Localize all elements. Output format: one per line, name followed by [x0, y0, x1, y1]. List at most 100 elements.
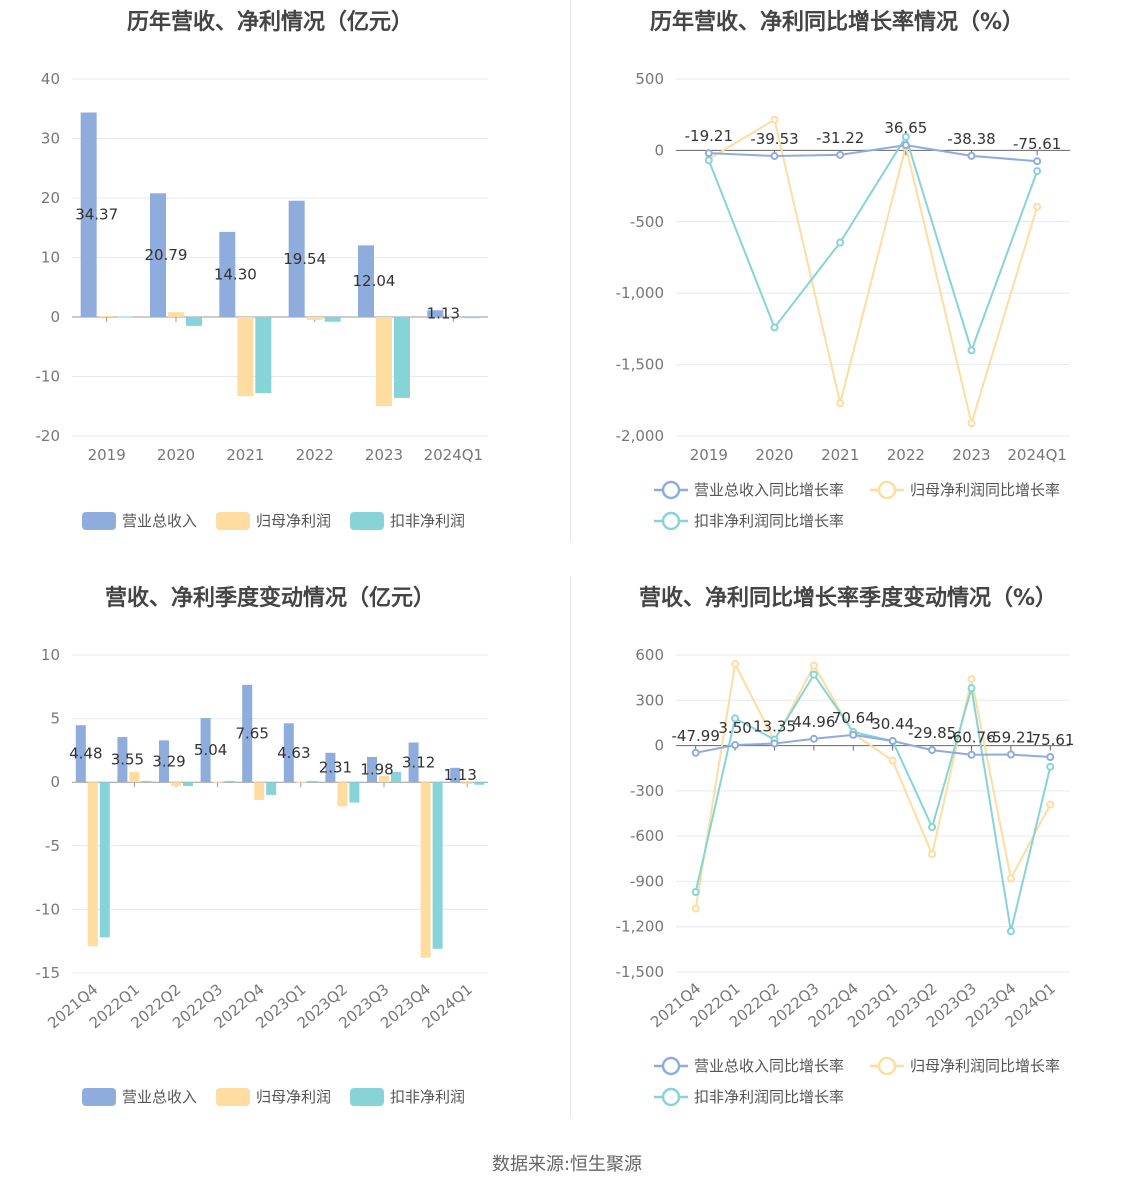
bar-deducted	[183, 782, 193, 787]
quarterly-revenue-profit-chart: 1050-5-10-152021Q44.482022Q13.552022Q23.…	[36, 646, 488, 1106]
x-tick-label: 2022	[887, 446, 925, 464]
bar-netprofit	[168, 312, 184, 317]
bar-deducted	[186, 317, 202, 326]
x-tick-label: 2023	[365, 446, 403, 464]
bar-revenue	[367, 757, 377, 783]
legend-swatch	[350, 1088, 384, 1106]
bar-netprofit	[376, 317, 392, 407]
legend-label: 扣非净利润同比增长率	[694, 512, 844, 530]
bar-data-label: 7.65	[235, 725, 268, 743]
y-tick-label: -500	[630, 213, 664, 231]
bar-netprofit	[212, 781, 223, 783]
series-point-deducted	[836, 238, 845, 247]
bar-data-label: 19.54	[283, 250, 326, 268]
bar-netprofit	[306, 317, 323, 320]
series-line-deducted	[707, 134, 1039, 354]
line-data-label: 44.96	[792, 713, 835, 731]
x-tick-label: 2022	[296, 446, 334, 464]
y-tick-label: 0	[654, 141, 664, 159]
annual-revenue-profit-chart: 40 30 20 10 0 -10 -20 2019 34.37 2020 20.79 2021 14.…	[36, 70, 488, 530]
panel-title: 营收、净利季度变动情况（亿元）	[104, 586, 435, 611]
series-point-deducted	[691, 887, 700, 896]
bar-data-label: 1.13	[427, 305, 460, 323]
bar-revenue	[159, 740, 169, 783]
bar-deducted	[463, 317, 480, 319]
series-line-netprofit	[694, 660, 1052, 909]
bar-revenue	[219, 231, 236, 317]
bar-data-label: 1.98	[360, 761, 393, 779]
legend-swatch	[350, 512, 384, 530]
bar-revenue	[288, 200, 305, 317]
line-data-label: 3.50	[718, 719, 751, 737]
bar-netprofit	[462, 782, 473, 785]
y-tick-label: 500	[635, 70, 664, 88]
legend-marker	[877, 480, 897, 500]
bar-data-label: 14.30	[214, 265, 257, 283]
annual-revenue-profit-panel: 历年营收、净利情况（亿元） 40 30 20 10 0 -10 -20 2019 34.37 20…	[0, 0, 570, 560]
line-data-label: -75.61	[1026, 731, 1074, 749]
bar-data-label: 1.13	[443, 766, 476, 784]
series-point-deducted	[1033, 167, 1042, 176]
x-tick-label: 2020	[755, 446, 793, 464]
bar-deducted	[116, 316, 133, 318]
x-tick-label: 2019	[88, 446, 126, 464]
x-tick-label: 2019	[690, 446, 728, 464]
series-line-netprofit	[708, 118, 1039, 427]
bar-revenue	[427, 310, 444, 317]
legend-label: 归母净利润	[256, 512, 331, 530]
series-point-revenue	[809, 734, 818, 743]
bar-revenue	[150, 193, 166, 317]
y-tick-label: -900	[630, 872, 664, 890]
y-tick-label: -1,500	[616, 356, 664, 374]
line-data-label: -75.61	[1013, 135, 1061, 153]
series-point-revenue	[1006, 750, 1015, 759]
series-point-deducted	[928, 823, 937, 832]
series-point-revenue	[888, 736, 897, 745]
bar-deducted	[432, 782, 443, 949]
x-tick-label: 2024Q1	[1007, 446, 1067, 464]
line-data-label: 36.65	[884, 119, 927, 137]
line-data-label: -29.85	[908, 724, 956, 742]
line-data-label: -59.21	[987, 729, 1035, 747]
legend-swatch	[216, 512, 250, 530]
series-point-revenue	[770, 739, 779, 748]
series-point-revenue	[928, 746, 937, 755]
y-tick-label: 30	[41, 130, 60, 148]
bar-data-label: 12.04	[353, 272, 396, 290]
y-tick-label: -10	[36, 900, 61, 918]
legend-marker	[661, 1056, 681, 1076]
y-tick-label: 300	[635, 691, 664, 709]
y-tick-label: 0	[50, 308, 60, 326]
line-data-label: -19.21	[685, 127, 733, 145]
legend-label: 扣非净利润	[390, 1088, 465, 1106]
series-point-revenue	[691, 748, 700, 757]
line-data-label: -47.99	[672, 727, 720, 745]
annual-growth-rate-panel: 历年营收、净利同比增长率情况（%） 500 0 -500 -1,000 -1,500 -2…	[570, 0, 1134, 560]
series-point-revenue	[967, 750, 976, 759]
bar-revenue	[117, 737, 128, 783]
series-point-deducted	[770, 323, 779, 332]
bar-netprofit	[129, 772, 140, 783]
bar-netprofit	[237, 317, 254, 397]
legend-swatch	[82, 1088, 116, 1106]
legend-marker	[877, 1056, 897, 1076]
legend-label: 扣非净利润	[390, 512, 465, 530]
legend-swatch	[216, 1088, 250, 1106]
series-point-netprofit	[770, 115, 779, 124]
series-point-deducted	[731, 714, 740, 723]
series-point-revenue	[1046, 752, 1055, 761]
bar-data-label: 4.63	[277, 744, 310, 762]
bar-netprofit	[87, 782, 98, 947]
series-point-revenue	[731, 741, 740, 750]
y-tick-label: 600	[635, 646, 664, 664]
x-tick-label: 2024Q1	[424, 446, 484, 464]
y-tick-label: -10	[36, 368, 61, 386]
bar-netprofit	[420, 782, 431, 958]
series-point-revenue	[901, 141, 910, 150]
panel-title: 历年营收、净利同比增长率情况（%）	[649, 10, 1025, 35]
bar-revenue	[75, 725, 86, 783]
line-data-label: -39.53	[750, 130, 798, 148]
y-tick-label: -1,000	[616, 284, 664, 302]
bar-deducted	[266, 782, 277, 795]
bar-revenue	[450, 767, 461, 783]
